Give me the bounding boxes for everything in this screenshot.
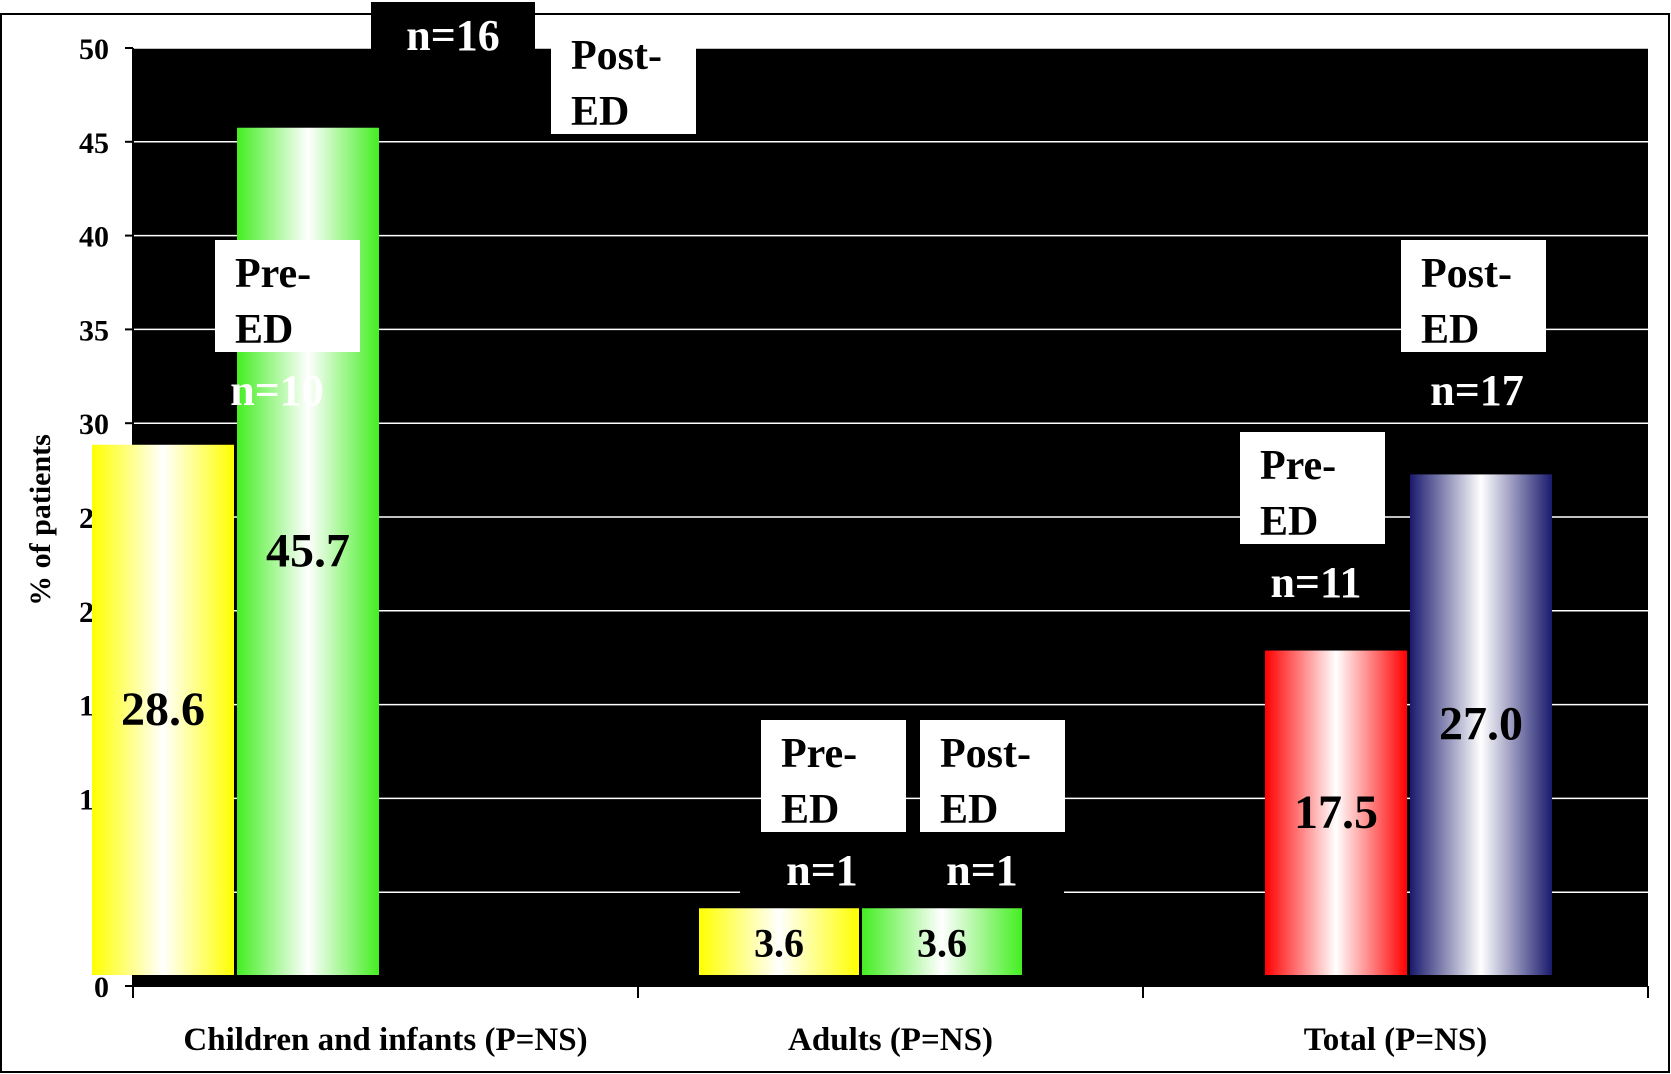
bar-series-label: Post-ED [1421,251,1512,353]
bar-value-label: 17.5 [1294,786,1378,839]
bar-n-label: n=10 [230,366,324,415]
y-axis-label: % of patients [24,434,57,606]
bar-value-label: 3.6 [754,921,804,966]
label-box [1401,240,1546,352]
label-box [1240,432,1385,544]
n-label-bg [740,837,904,899]
bar-post [862,908,1022,975]
label-box [920,720,1065,832]
label-box [761,720,906,832]
bar-value-label: 45.7 [266,524,350,577]
category-label: Adults (P=NS) [788,1022,993,1058]
bar-series-label: Pre-ED [781,731,857,833]
y-tick-label: 30 [79,408,109,441]
bar-annotations: 28.6 45.7 3.6 3.6 17.5 27.0 Pre-ED n=10 Post-ED n… [121,2,1546,966]
category-labels: Children and infants (P=NS) Adults (P=NS)… [183,1022,1487,1058]
label-box [215,240,360,352]
bar-series-label: Post-ED [940,731,1031,833]
bar-pre [92,444,234,976]
bar-series-label: Pre-ED [235,251,311,353]
bar-value-label: 3.6 [917,921,967,966]
bar-value-label: 27.0 [1439,698,1523,751]
y-tick-label: 45 [79,127,109,160]
bar-value-label: 28.6 [121,683,205,736]
bar-series-label: Pre-ED [1260,443,1336,545]
bar-n-label: n=17 [1430,366,1524,415]
bar-n-label: n=16 [406,11,500,60]
bar-pre [1265,650,1407,975]
y-tick-label: 50 [79,33,109,66]
bar-pre [699,908,859,975]
n-label-bg [371,2,535,64]
x-tick-marks [132,986,1649,998]
bar-n-label: n=1 [786,846,858,895]
bar-n-label: n=11 [1270,558,1361,607]
bar-n-label: n=1 [946,846,1018,895]
bar-series-label: Post-ED [571,33,662,135]
label-box [551,22,696,134]
n-label-bg [900,837,1064,899]
y-tick-label: 35 [79,314,109,347]
category-label: Total (P=NS) [1304,1022,1488,1058]
y-tick-label: 40 [79,221,109,254]
category-label: Children and infants (P=NS) [183,1022,587,1058]
y-tick-label: 0 [94,971,109,1004]
bar-post [1410,474,1552,975]
